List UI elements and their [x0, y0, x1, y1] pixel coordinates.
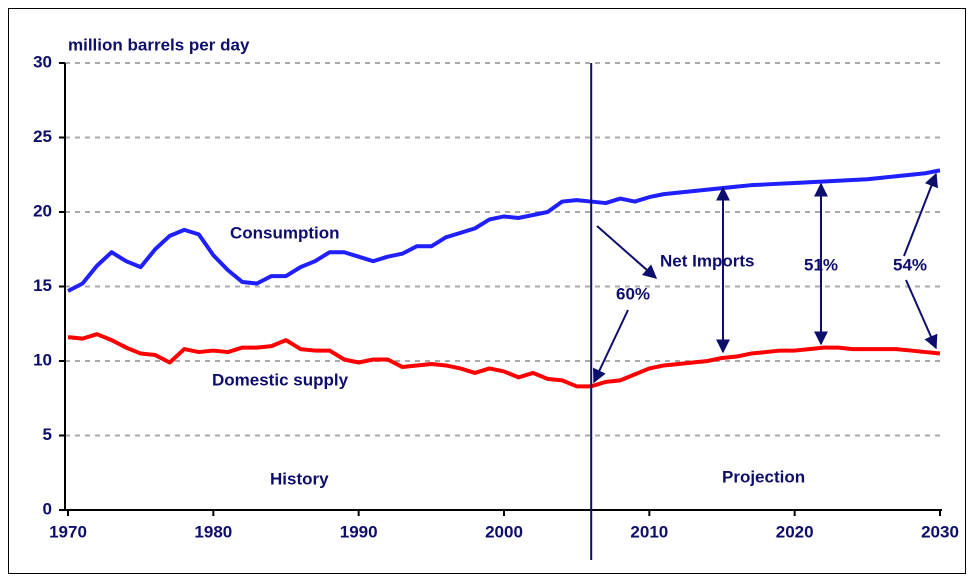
y-tick-label: 15	[33, 276, 52, 295]
series-line	[67, 332, 941, 389]
x-tick-label: 1970	[49, 522, 87, 541]
annotation: Domestic supply	[212, 370, 349, 389]
arrow	[903, 172, 938, 257]
x-tick-label: 2030	[921, 522, 959, 541]
arrow	[905, 279, 938, 350]
lines	[67, 168, 941, 389]
x-tick-label: 2020	[776, 522, 814, 541]
y-tick-label: 5	[43, 425, 52, 444]
y-axis-label: million barrels per day	[68, 35, 250, 54]
annotation: Net Imports	[660, 251, 754, 270]
y-tick-label: 30	[33, 52, 52, 71]
y-tick-label: 10	[33, 350, 52, 369]
annotation: 54%	[893, 255, 927, 274]
arrow	[596, 225, 658, 279]
x-tick-label: 2000	[485, 522, 523, 541]
annotation: 60%	[616, 284, 650, 303]
y-tick-label: 0	[43, 499, 52, 518]
y-tick-label: 20	[33, 201, 52, 220]
x-tick-label: 2010	[630, 522, 668, 541]
annotation: History	[270, 469, 329, 488]
annotation: Consumption	[230, 223, 340, 242]
frame	[8, 8, 966, 574]
y-tick-label: 25	[33, 127, 52, 146]
x-tick-label: 1990	[340, 522, 378, 541]
series-line	[67, 168, 941, 293]
grid	[65, 62, 942, 437]
x-tick-label: 1980	[194, 522, 232, 541]
arrow	[593, 309, 629, 384]
annotation: Projection	[722, 467, 805, 486]
